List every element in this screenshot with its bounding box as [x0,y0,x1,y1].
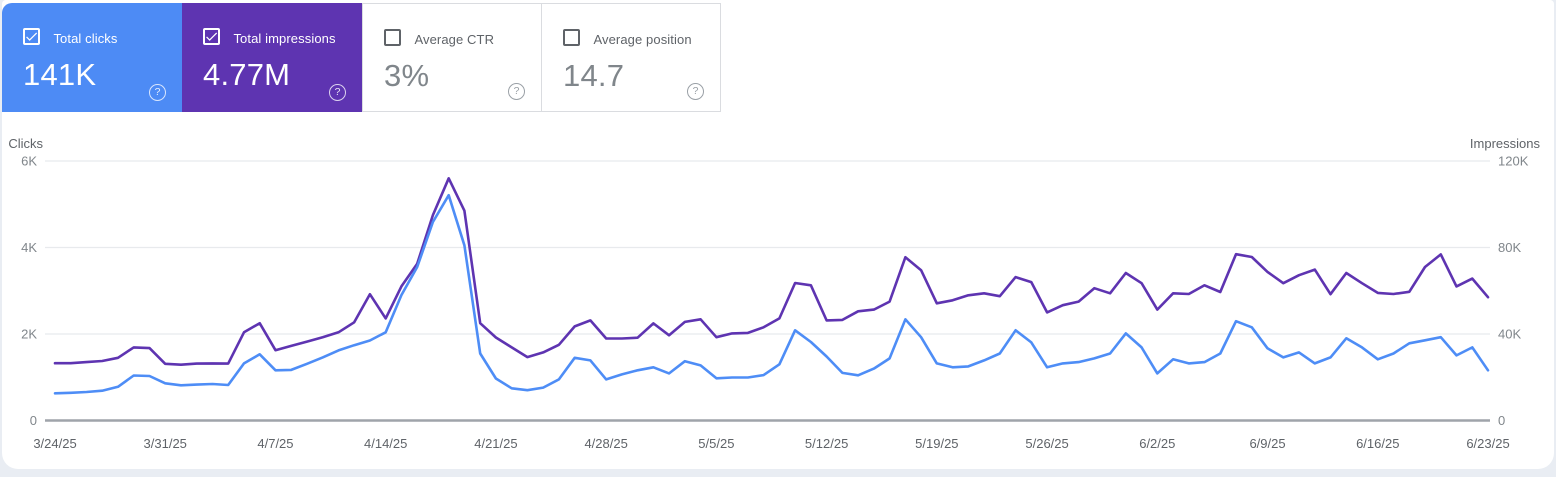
metric-value: 141K [23,57,97,92]
metric-label: Average CTR [414,32,495,47]
x-axis-tick: 4/7/25 [257,436,293,451]
x-axis-tick: 5/12/25 [805,436,848,451]
x-axis-tick: 6/16/25 [1356,436,1399,451]
average-ctr-checkbox[interactable] [384,29,401,46]
metric-label: Total impressions [233,31,336,46]
x-axis-tick: 4/14/25 [364,436,407,451]
x-axis-tick: 5/26/25 [1025,436,1068,451]
x-axis-tick: 3/24/25 [33,436,76,451]
metric-tiles-row: Total clicks 141K ? Total impressions 4.… [2,0,1554,112]
metric-tile-total-impressions[interactable]: Total impressions 4.77M ? [182,3,362,112]
help-icon[interactable]: ? [329,84,346,101]
metric-value: 3% [384,58,430,93]
x-axis-tick: 5/5/25 [698,436,734,451]
right-axis-tick: 40K [1498,327,1521,342]
x-axis-tick: 3/31/25 [144,436,187,451]
metric-tile-average-position[interactable]: Average position 14.7 ? [541,3,721,112]
x-axis-tick: 4/28/25 [584,436,627,451]
right-axis-tick: 0 [1498,413,1505,428]
total-clicks-checkbox[interactable] [23,28,40,45]
metric-label: Total clicks [53,31,118,46]
left-axis-tick: 0 [30,413,37,428]
help-icon[interactable]: ? [508,83,525,100]
metric-tile-total-clicks[interactable]: Total clicks 141K ? [2,3,182,112]
help-icon[interactable]: ? [687,83,704,100]
impressions-line[interactable] [53,177,1490,367]
metric-tile-average-ctr[interactable]: Average CTR 3% ? [362,3,542,112]
left-axis-tick: 4K [21,240,37,255]
left-axis-tick: 6K [21,154,37,169]
right-axis-title: Impressions [1470,136,1541,151]
metric-label: Average position [593,32,692,47]
left-axis-title: Clicks [8,136,43,151]
right-axis-tick: 80K [1498,240,1521,255]
x-axis-tick: 6/2/25 [1139,436,1175,451]
help-icon[interactable]: ? [149,84,166,101]
clicks-line[interactable] [53,193,1490,395]
metric-value: 14.7 [563,58,625,93]
left-axis-tick: 2K [21,327,37,342]
average-position-checkbox[interactable] [563,29,580,46]
x-axis-tick: 6/9/25 [1249,436,1285,451]
x-axis-tick: 4/21/25 [474,436,517,451]
total-impressions-checkbox[interactable] [203,28,220,45]
x-axis-tick: 5/19/25 [915,436,958,451]
x-axis-tick: 6/23/25 [1466,436,1509,451]
metric-value: 4.77M [203,57,291,92]
right-axis-tick: 120K [1498,154,1529,169]
